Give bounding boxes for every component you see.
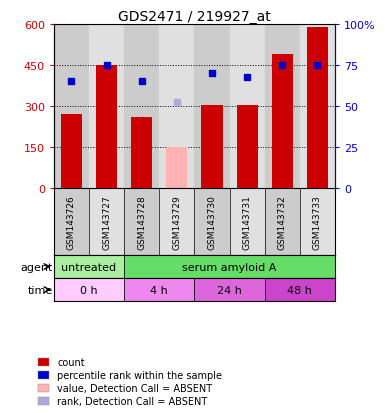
Bar <box>89 25 124 189</box>
Text: GSM143729: GSM143729 <box>172 195 181 249</box>
Text: serum amyloid A: serum amyloid A <box>182 262 277 272</box>
Bar <box>124 189 159 255</box>
Bar <box>54 25 89 189</box>
Text: GSM143726: GSM143726 <box>67 195 76 249</box>
Bar <box>159 189 194 255</box>
Bar <box>229 189 265 255</box>
Bar <box>124 25 159 189</box>
Bar <box>300 25 335 189</box>
Bar <box>307 28 328 189</box>
Bar <box>166 148 187 189</box>
Text: time: time <box>28 285 53 295</box>
Bar <box>300 189 335 255</box>
Legend: count, percentile rank within the sample, value, Detection Call = ABSENT, rank, : count, percentile rank within the sample… <box>36 356 224 408</box>
Text: GSM143733: GSM143733 <box>313 195 322 249</box>
Bar <box>54 189 89 255</box>
Text: GSM143732: GSM143732 <box>278 195 287 249</box>
Bar <box>131 118 152 189</box>
Text: 4 h: 4 h <box>151 285 168 295</box>
Bar <box>124 278 194 301</box>
Bar <box>201 105 223 189</box>
Bar <box>264 189 300 255</box>
Text: GSM143727: GSM143727 <box>102 195 111 249</box>
Bar <box>89 189 124 255</box>
Bar <box>236 105 258 189</box>
Text: untreated: untreated <box>62 262 117 272</box>
Title: GDS2471 / 219927_at: GDS2471 / 219927_at <box>118 10 271 24</box>
Text: GSM143731: GSM143731 <box>243 195 252 249</box>
Bar <box>194 278 265 301</box>
Text: GSM143730: GSM143730 <box>208 195 216 249</box>
Bar <box>124 255 335 278</box>
Bar <box>54 278 124 301</box>
Bar <box>159 25 194 189</box>
Text: 0 h: 0 h <box>80 285 98 295</box>
Bar <box>272 55 293 189</box>
Text: 48 h: 48 h <box>287 285 312 295</box>
Text: agent: agent <box>21 262 53 272</box>
Bar <box>194 189 229 255</box>
Bar <box>194 25 229 189</box>
Bar <box>54 255 124 278</box>
Bar <box>61 115 82 189</box>
Bar <box>96 66 117 189</box>
Bar <box>264 278 335 301</box>
Bar <box>264 25 300 189</box>
Text: GSM143728: GSM143728 <box>137 195 146 249</box>
Bar <box>229 25 265 189</box>
Text: 24 h: 24 h <box>217 285 242 295</box>
